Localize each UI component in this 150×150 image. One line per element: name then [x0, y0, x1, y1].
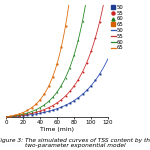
- Text: Figure 3: The simulated curves of TSS content by the
two-parameter exponential m: Figure 3: The simulated curves of TSS co…: [0, 138, 150, 148]
- X-axis label: Time (min): Time (min): [40, 127, 74, 132]
- Legend: 50, 55, 60, 65, 50, 55, 60, 65: 50, 55, 60, 65, 50, 55, 60, 65: [111, 5, 124, 50]
